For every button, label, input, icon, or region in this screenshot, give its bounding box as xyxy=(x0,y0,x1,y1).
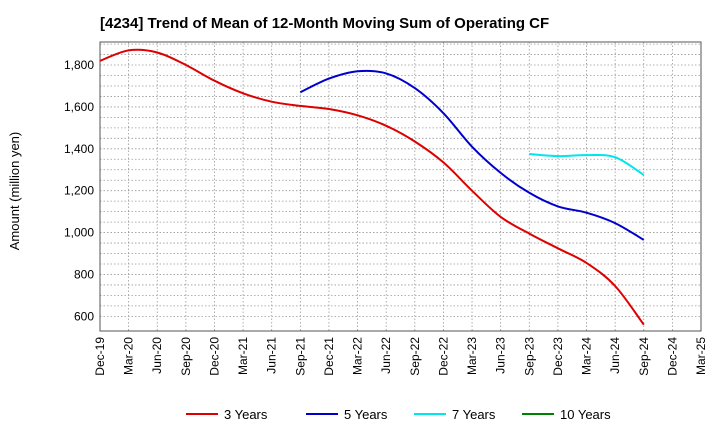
series-line-7-years xyxy=(529,153,645,176)
y-axis-label: Amount (million yen) xyxy=(7,132,22,251)
x-tick-label: Mar-24 xyxy=(580,337,594,375)
x-tick-label: Sep-20 xyxy=(179,337,193,376)
x-tick-label: Sep-22 xyxy=(408,337,422,376)
x-tick-label: Sep-24 xyxy=(637,337,651,376)
x-tick-label: Dec-19 xyxy=(93,337,107,376)
x-tick-label: Sep-23 xyxy=(522,337,536,376)
y-ticks: 600 800 1,000 1,200 1,400 1,600 1,800 xyxy=(64,58,94,323)
legend-label: 10 Years xyxy=(560,407,611,422)
y-tick-label: 1,200 xyxy=(64,184,94,198)
x-tick-label: Jun-21 xyxy=(265,337,279,374)
x-tick-label: Dec-24 xyxy=(665,337,679,376)
x-tick-label: Mar-20 xyxy=(122,337,136,375)
x-ticks: Dec-19 Mar-20 Jun-20 Sep-20 Dec-20 Mar-21 Jun-… xyxy=(93,337,708,376)
legend-label: 5 Years xyxy=(344,407,388,422)
x-tick-label: Mar-25 xyxy=(694,337,708,375)
series-line-3-years xyxy=(99,48,645,326)
x-tick-label: Mar-22 xyxy=(351,337,365,375)
y-tick-label: 600 xyxy=(74,309,94,323)
x-tick-label: Mar-21 xyxy=(236,337,250,375)
legend-label: 3 Years xyxy=(224,407,268,422)
y-tick-label: 1,000 xyxy=(64,226,94,240)
x-tick-label: Mar-23 xyxy=(465,337,479,375)
plot-frame xyxy=(99,41,702,332)
y-tick-label: 1,800 xyxy=(64,58,94,72)
legend-label: 7 Years xyxy=(452,407,496,422)
x-tick-label: Jun-23 xyxy=(494,337,508,374)
x-tick-label: Jun-24 xyxy=(608,337,622,374)
legend: 3 Years 5 Years 7 Years 10 Years xyxy=(186,407,611,422)
x-tick-label: Jun-20 xyxy=(150,337,164,374)
x-tick-label: Dec-23 xyxy=(551,337,565,376)
x-tick-label: Dec-22 xyxy=(436,337,450,376)
series-lines xyxy=(99,48,645,326)
x-tick-label: Jun-22 xyxy=(379,337,393,374)
series-line-5-years xyxy=(299,69,645,241)
x-tick-label: Dec-21 xyxy=(322,337,336,376)
y-tick-label: 800 xyxy=(74,267,94,281)
chart-title: [4234] Trend of Mean of 12-Month Moving … xyxy=(100,15,549,32)
grid xyxy=(100,42,701,331)
y-tick-label: 1,600 xyxy=(64,100,94,114)
x-tick-label: Dec-20 xyxy=(207,337,221,376)
y-tick-label: 1,400 xyxy=(64,142,94,156)
x-tick-label: Sep-21 xyxy=(293,337,307,376)
